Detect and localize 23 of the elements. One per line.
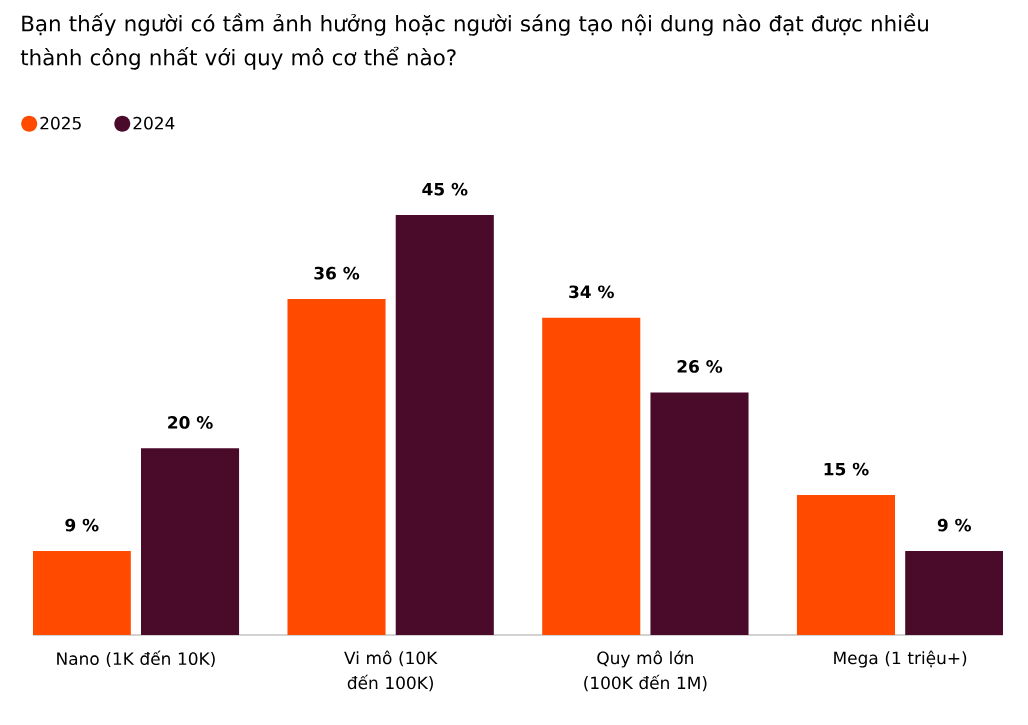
data-label: 26 %: [677, 360, 723, 373]
data-label: 36 %: [314, 266, 360, 280]
bar: [33, 551, 131, 635]
x-tick-label: Vi mô (10K đến 100K): [344, 650, 438, 692]
data-label: 45 %: [422, 182, 468, 196]
bar: [905, 551, 1004, 635]
data-label: 9 %: [937, 518, 972, 532]
data-label: 34 %: [569, 285, 614, 299]
x-tick-label: Nano (1K đến 10K): [57, 650, 215, 668]
bar: [141, 448, 240, 635]
bar: [650, 392, 749, 635]
data-label: 20 %: [168, 416, 213, 429]
bar: [542, 317, 641, 635]
data-label: 15 %: [824, 462, 869, 476]
legend-label: 2024: [133, 116, 175, 130]
bar: [796, 495, 896, 635]
legend-label: 2025: [40, 116, 81, 130]
chart-title: Bạn thấy người có tầm ảnh hưởng hoặc người sáng tạo nội dung nào đạt được nhiều thành công nhất với quy mô cơ thể nào?: [20, 13, 928, 70]
data-label: 9 %: [65, 518, 99, 532]
bar: [287, 299, 386, 635]
x-tick-label: Mega (1 triệu+): [834, 650, 967, 668]
x-tick-label: Quy mô lớn (100K đến 1M): [584, 650, 707, 692]
bar: [395, 215, 494, 635]
